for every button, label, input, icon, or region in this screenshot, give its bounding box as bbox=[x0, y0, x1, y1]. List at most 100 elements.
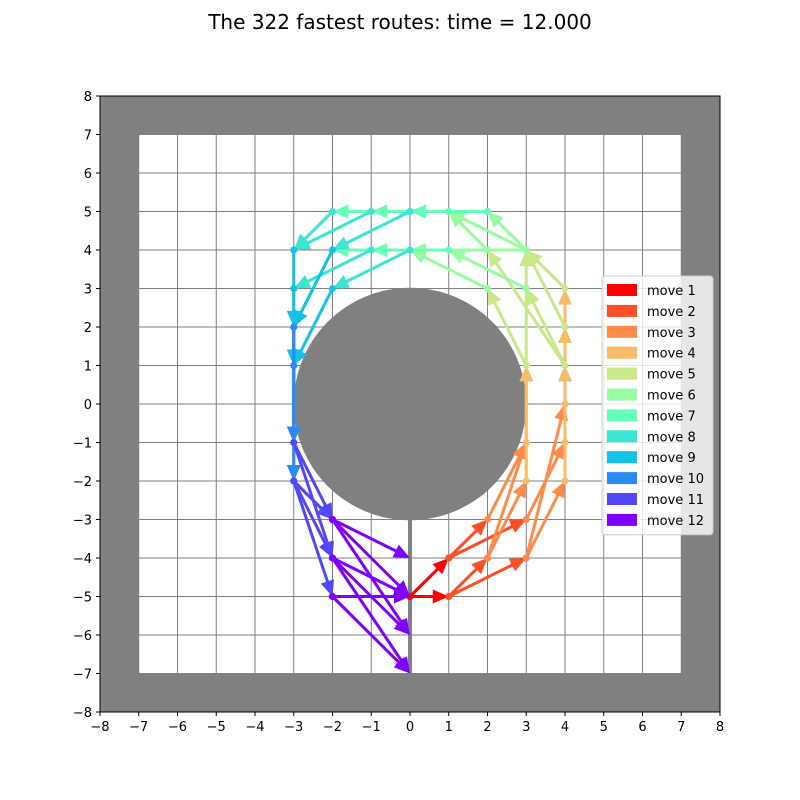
arrow-origin-point bbox=[561, 285, 569, 292]
arrow-origin-point bbox=[484, 246, 491, 254]
arrow-head bbox=[316, 503, 333, 520]
y-tick-label: 7 bbox=[84, 129, 92, 144]
y-tick-label: 6 bbox=[84, 167, 92, 182]
legend-swatch bbox=[607, 367, 637, 380]
x-tick-label: 6 bbox=[638, 720, 646, 735]
y-tick-label: −7 bbox=[73, 668, 92, 683]
arrow-shaft bbox=[345, 210, 412, 245]
arrow-shaft bbox=[292, 479, 329, 583]
x-tick-label: 5 bbox=[600, 720, 608, 735]
axes: −8 −7 −6 −5 −4 −3 −2 −1 0 1 2 3 4 5 6 7 8 −8 −7 −6 −5 −4 −3 −2 −… bbox=[73, 90, 724, 735]
arrow-shaft bbox=[493, 301, 528, 367]
obstacle-circle bbox=[293, 287, 527, 521]
arrow-shaft bbox=[524, 418, 563, 560]
arrow-origin-point bbox=[561, 477, 569, 485]
arrow-head bbox=[519, 365, 534, 382]
arrow-head bbox=[395, 617, 410, 635]
legend-label: move 5 bbox=[647, 368, 696, 383]
x-tick-label: −5 bbox=[207, 720, 226, 735]
legend-swatch bbox=[607, 346, 637, 359]
legend-swatch bbox=[607, 513, 637, 526]
legend-swatch bbox=[607, 304, 637, 317]
arrow-head bbox=[526, 250, 543, 267]
arrow-shaft bbox=[331, 556, 398, 591]
arrow-head bbox=[286, 465, 301, 481]
arrow-head bbox=[332, 275, 350, 289]
arrow-shaft bbox=[345, 248, 412, 283]
y-tick-label: −2 bbox=[73, 475, 92, 490]
arrow-head bbox=[526, 288, 540, 306]
y-tick-label: −3 bbox=[73, 514, 92, 529]
legend-swatch bbox=[607, 430, 637, 443]
arrow-shaft bbox=[299, 287, 334, 353]
series-move-7 bbox=[332, 204, 491, 257]
legend-label: move 11 bbox=[647, 493, 704, 508]
legend-label: move 1 bbox=[647, 284, 696, 299]
arrow-shaft bbox=[461, 255, 528, 290]
x-tick-label: −6 bbox=[168, 720, 187, 735]
x-tick-label: 7 bbox=[677, 720, 685, 735]
legend-swatch bbox=[607, 284, 637, 296]
arrow-shaft bbox=[524, 455, 560, 521]
legend-label: move 10 bbox=[647, 472, 704, 487]
x-tick-label: 4 bbox=[561, 720, 569, 735]
y-tick-label: 3 bbox=[84, 283, 92, 298]
arrow-shaft bbox=[299, 248, 334, 315]
arrow-shaft bbox=[486, 455, 521, 521]
chart-title: The 322 fastest routes: time = 12.000 bbox=[208, 10, 592, 34]
arrow-head bbox=[293, 275, 312, 289]
arrow-shaft bbox=[486, 493, 521, 560]
legend-label: move 8 bbox=[647, 430, 696, 445]
x-tick-label: 8 bbox=[716, 720, 724, 735]
arrow-origin-point bbox=[329, 246, 336, 254]
y-tick-label: −8 bbox=[73, 706, 92, 721]
arrow-origin-point bbox=[561, 400, 569, 408]
arrow-origin-point bbox=[561, 362, 569, 369]
legend: move 1 move 2 move 3 move 4 move 5 move 6 move… bbox=[601, 275, 714, 536]
x-tick-label: 0 bbox=[406, 720, 414, 735]
arrow-shaft bbox=[292, 441, 329, 545]
y-tick-label: −4 bbox=[73, 552, 92, 567]
y-tick-label: 4 bbox=[84, 244, 92, 259]
arrow-head bbox=[471, 558, 488, 575]
y-tick-label: −1 bbox=[73, 437, 92, 452]
arrow-head bbox=[371, 204, 388, 219]
arrow-head bbox=[332, 204, 349, 219]
x-tick-label: −4 bbox=[245, 720, 264, 735]
arrow-origin-point bbox=[329, 593, 336, 600]
x-tick-label: 3 bbox=[522, 720, 530, 735]
series-move-11 bbox=[290, 439, 334, 597]
arrow-head bbox=[394, 589, 410, 604]
arrow-origin-point bbox=[329, 554, 336, 562]
x-tick-label: −7 bbox=[129, 720, 148, 735]
arrow-head bbox=[320, 579, 334, 597]
x-tick-label: 1 bbox=[445, 720, 453, 735]
arrow-head bbox=[508, 558, 527, 572]
legend-label: move 9 bbox=[647, 451, 696, 466]
legend-label: move 3 bbox=[647, 326, 696, 341]
arrow-head bbox=[448, 211, 465, 228]
arrow-origin-point bbox=[445, 593, 453, 600]
arrow-origin-point bbox=[406, 208, 414, 215]
arrow-origin-point bbox=[329, 208, 336, 215]
y-tick-label: −6 bbox=[73, 629, 92, 644]
arrow-head bbox=[319, 540, 333, 558]
arrow-head bbox=[432, 589, 449, 604]
arrow-head bbox=[392, 544, 410, 558]
arrow-shaft bbox=[486, 456, 523, 560]
arrow-head bbox=[432, 558, 449, 575]
arrow-origin-point bbox=[484, 208, 491, 215]
arrow-origin-point bbox=[484, 554, 491, 562]
arrow-shaft bbox=[458, 221, 489, 252]
arrow-origin-point bbox=[445, 246, 453, 254]
arrow-origin-point bbox=[522, 554, 530, 562]
series-move-5 bbox=[487, 250, 569, 369]
series-move-6 bbox=[410, 211, 530, 292]
legend-swatch bbox=[607, 325, 637, 338]
arrow-origin-point bbox=[367, 246, 375, 254]
arrow-shaft bbox=[447, 529, 478, 560]
arrow-shaft bbox=[331, 518, 401, 587]
arrow-head bbox=[551, 481, 565, 499]
arrow-shaft bbox=[447, 567, 478, 598]
